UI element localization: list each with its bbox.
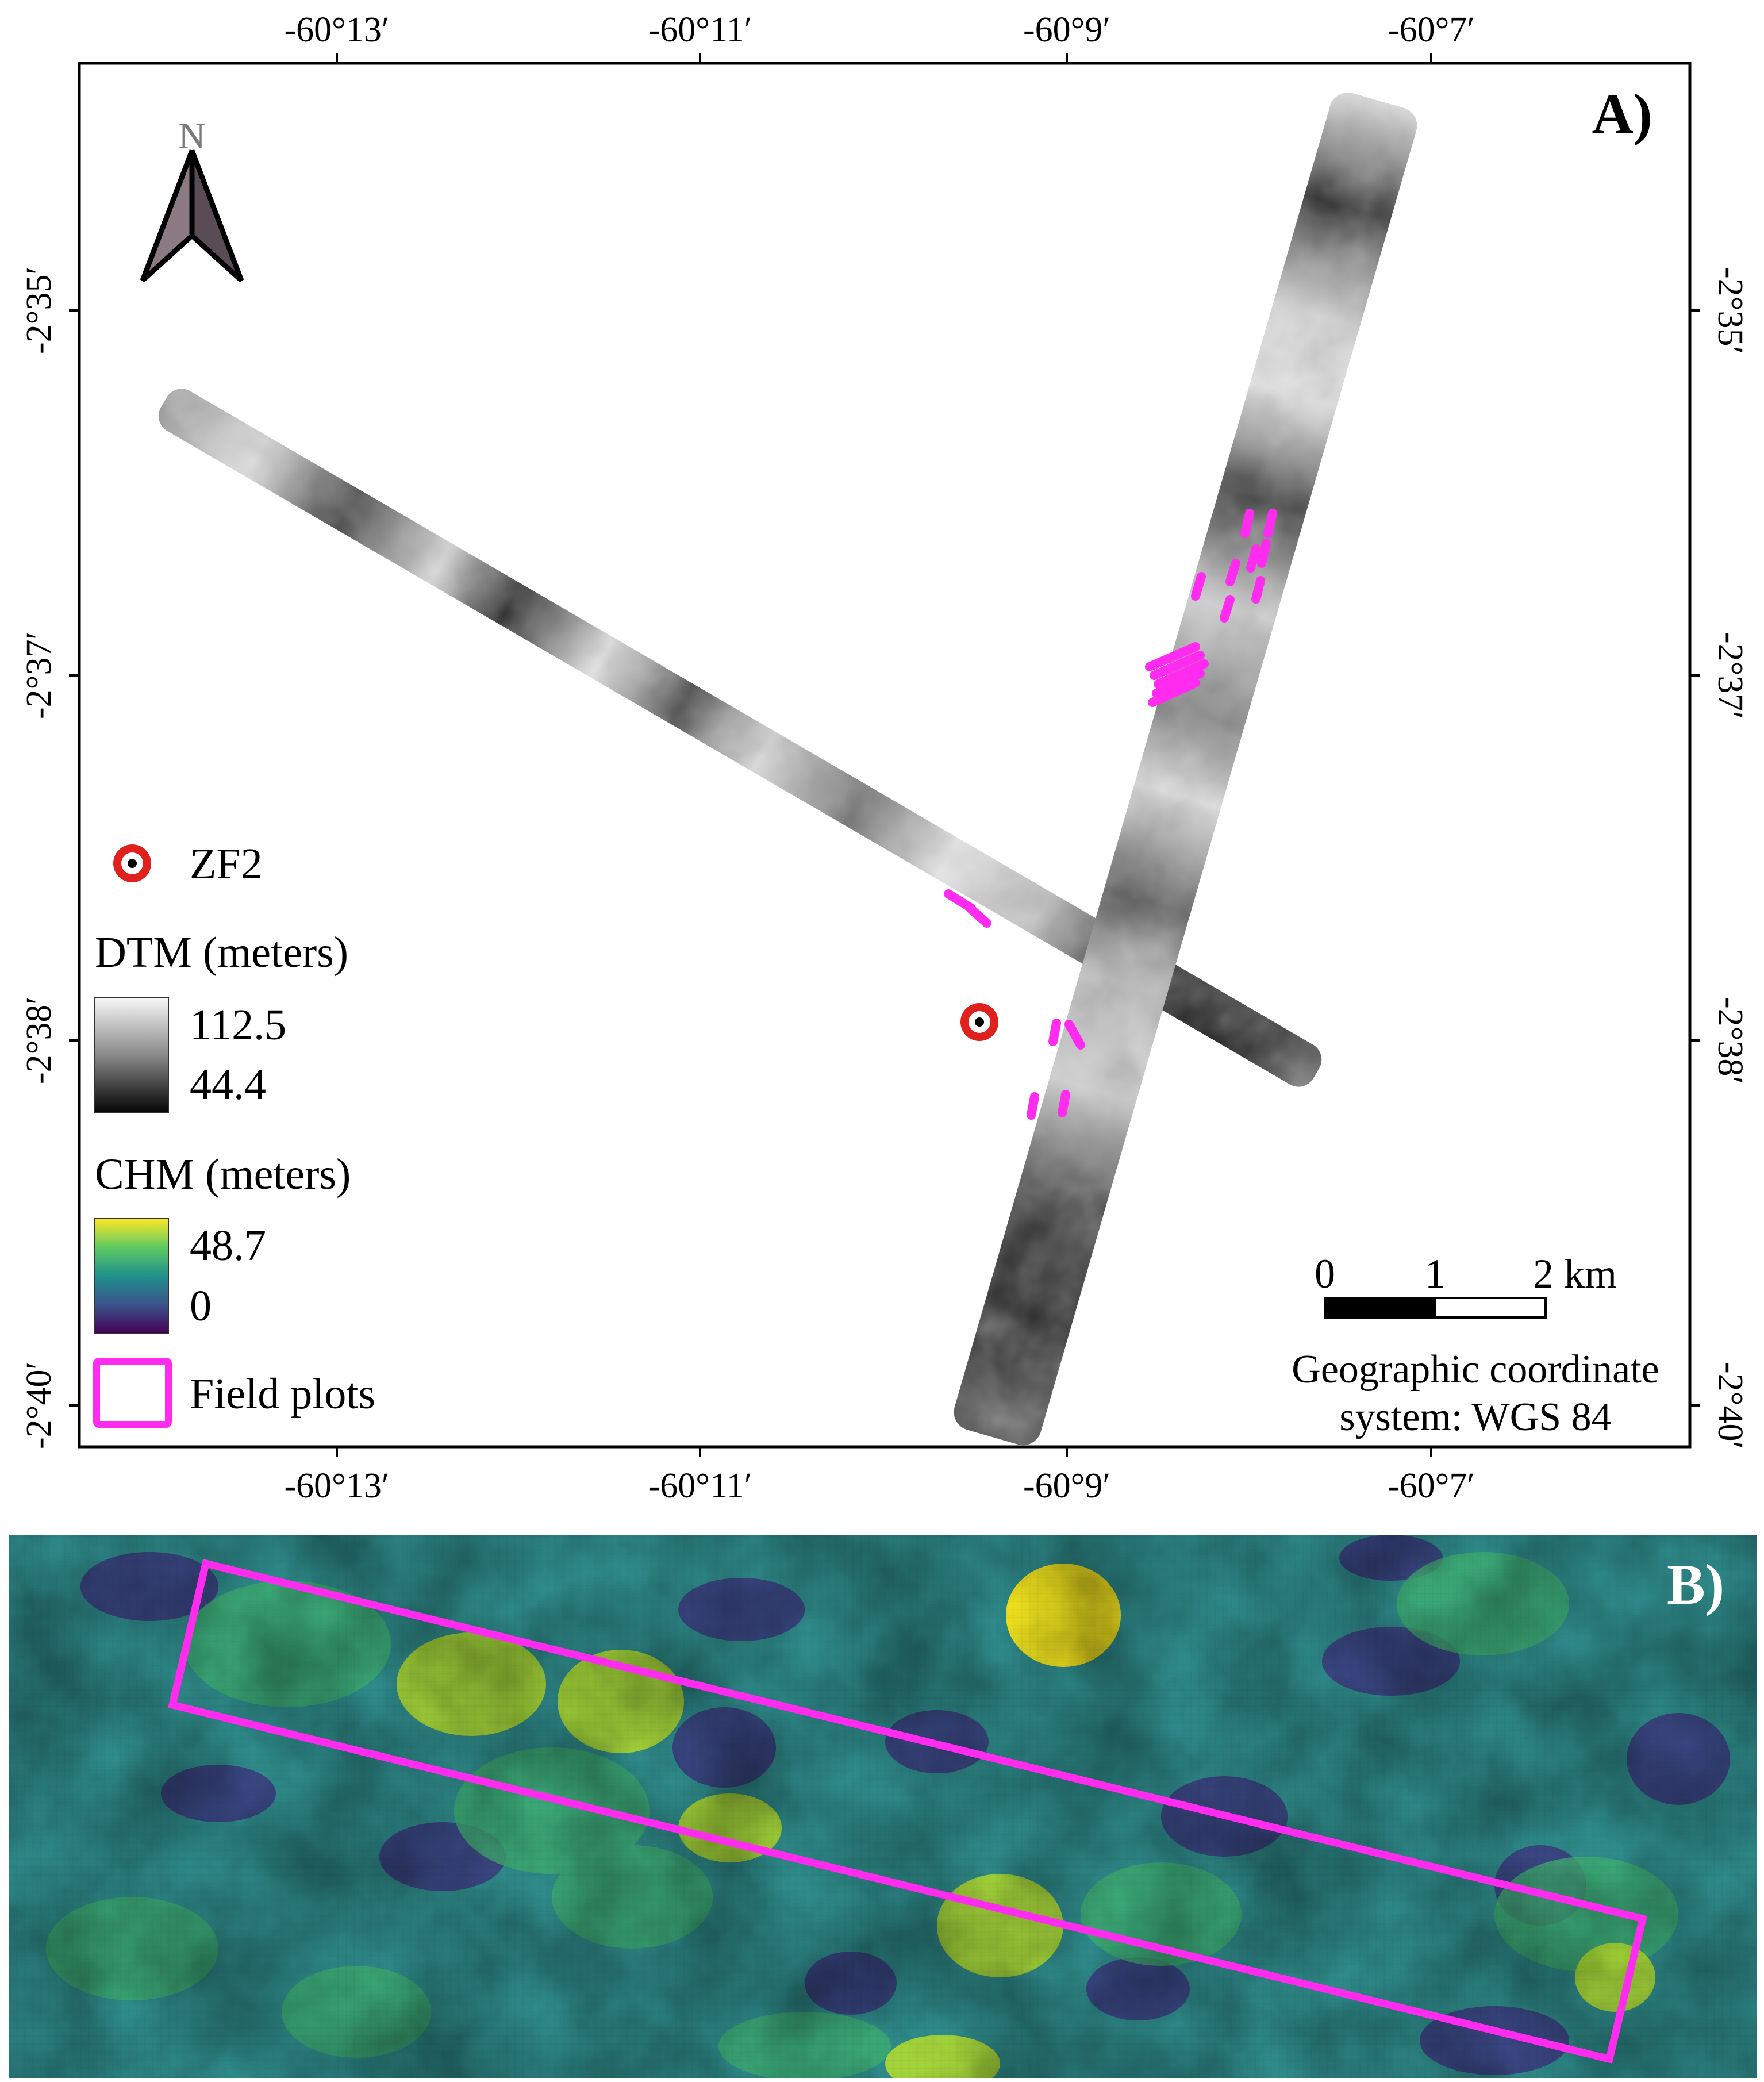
legend: ZF2 DTM (meters) 112.5 44.4 CHM (meters)… — [93, 840, 375, 1428]
field-plot — [944, 889, 976, 913]
field-plots — [944, 509, 1277, 1120]
lon-tick-label: -60°13′ — [284, 10, 389, 49]
lon-tick-label: -60°11′ — [648, 10, 752, 49]
field-plot — [1225, 559, 1240, 586]
lat-ticks-left: -2°35′ -2°37′ -2°38′ -2°40′ — [20, 267, 59, 1449]
lon-tick-label: -60°7′ — [1388, 1466, 1475, 1505]
crs-note-line: system: WGS 84 — [1339, 1395, 1611, 1439]
field-plot — [1246, 544, 1260, 573]
lat-tick-label: -2°35′ — [1711, 267, 1750, 354]
zf2-site-marker — [960, 1003, 998, 1041]
lon-tick-label: -60°9′ — [1023, 10, 1110, 49]
panel-b-label: B) — [1667, 1553, 1724, 1616]
lat-tick-label: -2°40′ — [1711, 1362, 1750, 1449]
legend-chm-title: CHM (meters) — [95, 1150, 351, 1199]
map-frame — [78, 62, 1692, 1449]
dtm-transect-ne-sw — [954, 92, 1417, 1446]
north-arrow-icon: N — [140, 115, 244, 283]
crs-note: Geographic coordinate system: WGS 84 — [1292, 1347, 1659, 1439]
frame-ticks — [69, 53, 1700, 1457]
panel-a: -60°13′ -60°11′ -60°9′ -60°7′ -60°13′ -6… — [20, 10, 1750, 1505]
field-plot-outline — [168, 1559, 1647, 2064]
field-plot — [1251, 576, 1265, 604]
field-plot — [1220, 595, 1235, 623]
field-plot — [1191, 572, 1206, 601]
legend-site-icon — [113, 844, 151, 882]
field-plot — [1027, 1092, 1039, 1120]
legend-chm-ramp — [94, 1218, 169, 1334]
lon-ticks-bottom: -60°13′ -60°11′ -60°9′ -60°7′ — [284, 1466, 1475, 1505]
lat-tick-label: -2°37′ — [1711, 632, 1750, 719]
field-plot — [1263, 509, 1277, 538]
legend-dtm-ramp — [94, 997, 169, 1113]
scale-label: 1 — [1425, 1251, 1446, 1297]
field-plot — [967, 905, 991, 928]
legend-dtm-min: 44.4 — [190, 1061, 266, 1109]
lat-tick-label: -2°40′ — [20, 1362, 59, 1449]
legend-site-label: ZF2 — [190, 840, 263, 888]
lat-tick-label: -2°38′ — [20, 997, 59, 1084]
field-plot — [1240, 509, 1254, 538]
field-plot — [1154, 659, 1209, 689]
lat-tick-label: -2°37′ — [20, 632, 59, 719]
field-plot — [1064, 1020, 1085, 1050]
field-plot — [1145, 642, 1200, 671]
legend-field-plot-label: Field plots — [190, 1370, 375, 1418]
panel-b: B) — [9, 1535, 1757, 2078]
lon-tick-label: -60°11′ — [648, 1466, 752, 1505]
field-plot — [1048, 1019, 1061, 1046]
dtm-transect-nw-se — [158, 389, 1322, 1087]
lat-ticks-right: -2°35′ -2°37′ -2°38′ -2°40′ — [1711, 267, 1750, 1449]
scale-label: 0 — [1315, 1251, 1335, 1297]
scale-label: 2 km — [1533, 1251, 1617, 1297]
scale-bar: 0 1 2 km — [1315, 1251, 1617, 1319]
legend-field-plot-swatch — [93, 1358, 172, 1428]
north-label: N — [178, 115, 206, 157]
crs-note-line: Geographic coordinate — [1292, 1347, 1659, 1392]
lon-tick-label: -60°9′ — [1023, 1466, 1110, 1505]
lon-tick-label: -60°7′ — [1388, 10, 1475, 49]
field-plot — [1152, 669, 1205, 698]
lat-tick-label: -2°35′ — [20, 267, 59, 354]
legend-dtm-title: DTM (meters) — [95, 928, 348, 977]
panel-a-label: A) — [1592, 82, 1652, 146]
legend-chm-max: 48.7 — [190, 1221, 266, 1270]
field-plot — [1150, 651, 1205, 680]
legend-chm-min: 0 — [190, 1282, 212, 1330]
lon-ticks-top: -60°13′ -60°11′ -60°9′ -60°7′ — [284, 10, 1475, 49]
lon-tick-label: -60°13′ — [284, 1466, 389, 1505]
lat-tick-label: -2°38′ — [1711, 997, 1750, 1084]
field-plot — [1257, 539, 1271, 568]
legend-dtm-max: 112.5 — [190, 1001, 286, 1049]
field-plot — [1058, 1090, 1070, 1117]
field-plot — [1148, 678, 1200, 707]
